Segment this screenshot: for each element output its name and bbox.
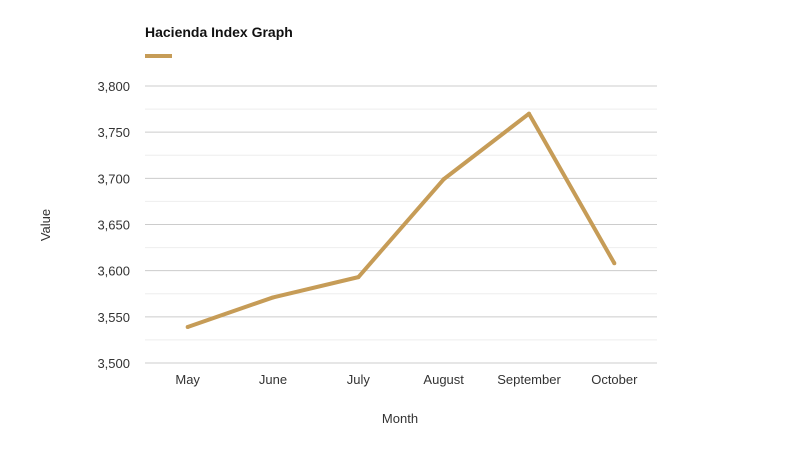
y-tick-label: 3,800 — [97, 79, 130, 94]
x-tick-label: May — [175, 372, 200, 387]
y-tick-label: 3,700 — [97, 171, 130, 186]
x-tick-label: July — [347, 372, 371, 387]
data-point — [271, 295, 275, 300]
y-tick-label: 3,750 — [97, 125, 130, 140]
y-tick-labels: 3,500 3,550 3,600 3,650 3,700 3,750 3,800 — [97, 79, 130, 371]
x-tick-labels: May June July August September October — [175, 372, 638, 387]
y-tick-label: 3,650 — [97, 218, 130, 233]
grid-lines — [145, 85, 657, 364]
series-color-swatch — [145, 54, 172, 58]
series-layer — [185, 111, 617, 329]
y-tick-label: 3,600 — [97, 264, 130, 279]
x-tick-label: June — [259, 372, 287, 387]
y-tick-label: 3,500 — [97, 356, 130, 371]
y-axis-title: Value — [38, 209, 53, 241]
data-point — [185, 324, 190, 329]
data-point — [527, 111, 531, 116]
data-point — [356, 275, 361, 280]
x-tick-label: October — [591, 372, 638, 387]
x-tick-label: September — [497, 372, 561, 387]
x-tick-label: August — [423, 372, 464, 387]
chart-title: Hacienda Index Graph — [145, 24, 293, 40]
data-point — [441, 177, 446, 182]
x-axis-title: Month — [382, 411, 418, 426]
data-point — [612, 261, 617, 266]
series-line — [187, 111, 617, 329]
y-tick-label: 3,550 — [97, 310, 130, 325]
